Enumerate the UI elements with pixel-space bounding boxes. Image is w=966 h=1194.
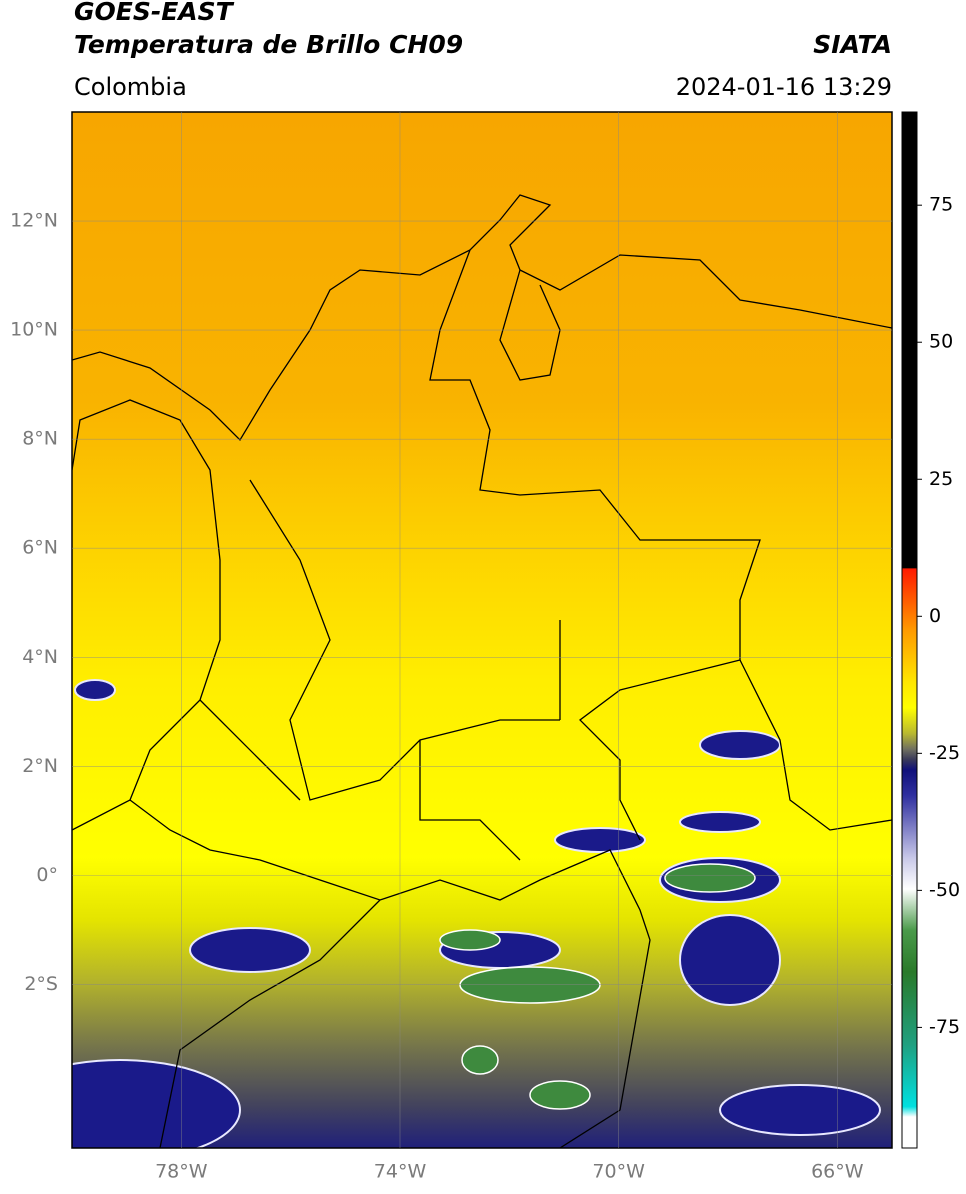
colorbar-tick-label: -50 [929, 879, 960, 901]
y-tick-label: 10°N [10, 319, 58, 341]
x-tick-label: 74°W [374, 1161, 427, 1183]
colorbar-tick-label: 0 [929, 605, 941, 627]
map-imagery [72, 112, 892, 1148]
map-frame [71, 111, 893, 1149]
title: GOES-EAST [74, 0, 235, 26]
y-tick-label: 2°N [22, 755, 58, 777]
y-tick-label: 12°N [10, 210, 58, 232]
y-tick-label: 2°S [24, 973, 58, 995]
colorbar-tick-label: 50 [929, 331, 953, 353]
x-tick-label: 70°W [592, 1161, 645, 1183]
colorbar-tick-label: 75 [929, 194, 953, 216]
region: Colombia [74, 73, 187, 101]
colorbar [901, 111, 918, 1149]
colorbar-tick-label: -25 [929, 742, 960, 764]
colorbar-tick-label: -75 [929, 1016, 960, 1038]
x-tick-label: 78°W [155, 1161, 208, 1183]
colorbar-tick-label: 25 [929, 468, 953, 490]
timestamp: 2024-01-16 13:29 [676, 73, 892, 101]
y-tick-label: 0° [36, 864, 58, 886]
y-tick-label: 8°N [22, 428, 58, 450]
y-tick-label: 6°N [22, 537, 58, 559]
y-tick-label: 4°N [22, 646, 58, 668]
x-tick-label: 66°W [811, 1161, 864, 1183]
source: SIATA [813, 30, 892, 59]
subtitle: Temperatura de Brillo CH09 [74, 30, 463, 59]
